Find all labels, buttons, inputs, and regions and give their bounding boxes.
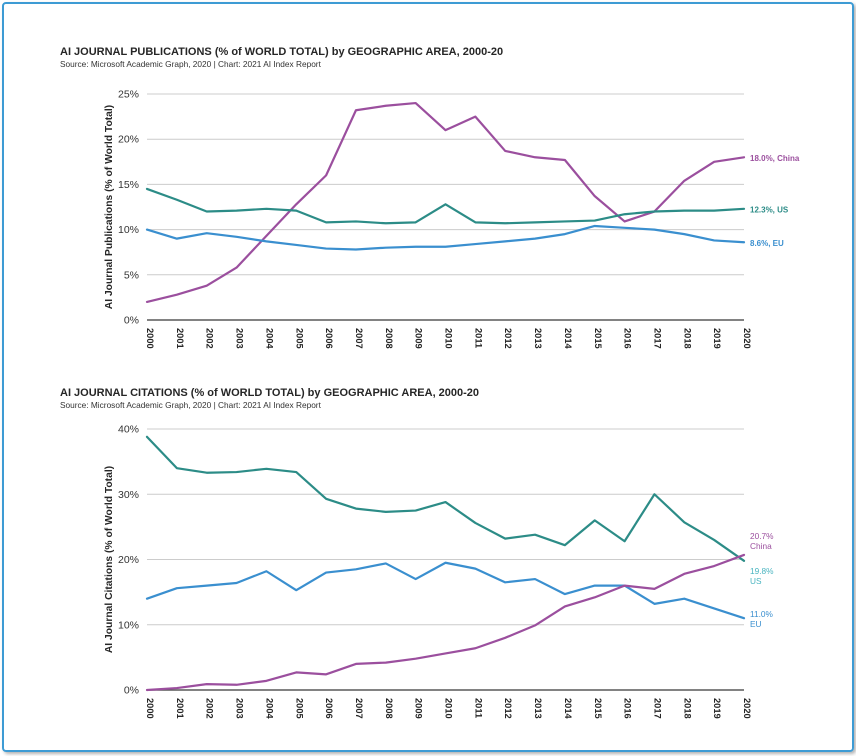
svg-text:2007: 2007 xyxy=(354,698,364,719)
svg-text:Source: Microsoft Academic Gra: Source: Microsoft Academic Graph, 2020 |… xyxy=(60,59,322,69)
svg-text:2011: 2011 xyxy=(473,698,483,718)
svg-text:2006: 2006 xyxy=(324,698,334,719)
svg-text:2013: 2013 xyxy=(533,328,543,349)
svg-text:2005: 2005 xyxy=(294,698,304,719)
svg-text:2007: 2007 xyxy=(354,328,364,349)
svg-text:5%: 5% xyxy=(124,269,139,281)
svg-text:2009: 2009 xyxy=(414,328,424,349)
svg-text:2018: 2018 xyxy=(682,328,692,349)
svg-text:20.7%: 20.7% xyxy=(750,531,774,541)
svg-text:2015: 2015 xyxy=(593,328,603,349)
svg-text:2014: 2014 xyxy=(563,698,573,720)
svg-text:AI Journal Publications (% of: AI Journal Publications (% of World Tota… xyxy=(104,105,115,309)
svg-text:0%: 0% xyxy=(124,315,139,327)
svg-text:EU: EU xyxy=(750,619,762,629)
svg-text:China: China xyxy=(750,541,772,551)
svg-text:2020: 2020 xyxy=(742,698,752,719)
svg-text:11.0%: 11.0% xyxy=(750,609,774,619)
svg-text:2005: 2005 xyxy=(294,328,304,349)
svg-text:2002: 2002 xyxy=(205,328,215,349)
svg-text:2014: 2014 xyxy=(563,328,573,350)
svg-text:AI Journal Citations (% of Wor: AI Journal Citations (% of World Total) xyxy=(104,466,115,653)
svg-text:2011: 2011 xyxy=(473,328,483,348)
svg-text:2012: 2012 xyxy=(503,698,513,719)
svg-text:40%: 40% xyxy=(118,424,139,436)
svg-text:2009: 2009 xyxy=(414,698,424,719)
svg-text:20%: 20% xyxy=(118,134,139,146)
svg-text:18.0%, China: 18.0%, China xyxy=(750,154,800,163)
svg-text:0%: 0% xyxy=(124,685,139,697)
svg-text:15%: 15% xyxy=(118,179,139,191)
svg-text:2017: 2017 xyxy=(652,698,662,719)
svg-text:2016: 2016 xyxy=(623,328,633,349)
svg-text:US: US xyxy=(750,576,762,586)
svg-text:8.6%, EU: 8.6%, EU xyxy=(750,239,784,248)
svg-text:AI JOURNAL CITATIONS (% of WOR: AI JOURNAL CITATIONS (% of WORLD TOTAL) … xyxy=(60,387,479,399)
svg-text:2004: 2004 xyxy=(264,698,274,720)
svg-text:2008: 2008 xyxy=(384,328,394,349)
svg-text:2001: 2001 xyxy=(175,698,185,719)
svg-text:2003: 2003 xyxy=(235,698,245,719)
svg-text:19.8%: 19.8% xyxy=(750,566,774,576)
svg-text:2000: 2000 xyxy=(145,328,155,349)
svg-text:2017: 2017 xyxy=(652,328,662,349)
svg-text:2003: 2003 xyxy=(235,328,245,349)
svg-text:2013: 2013 xyxy=(533,698,543,719)
svg-text:2018: 2018 xyxy=(682,698,692,719)
svg-text:2010: 2010 xyxy=(444,328,454,349)
svg-text:10%: 10% xyxy=(118,224,139,236)
svg-text:20%: 20% xyxy=(118,554,139,566)
svg-text:25%: 25% xyxy=(118,89,139,101)
svg-text:10%: 10% xyxy=(118,619,139,631)
svg-text:2010: 2010 xyxy=(444,698,454,719)
svg-text:30%: 30% xyxy=(118,489,139,501)
svg-text:2016: 2016 xyxy=(623,698,633,719)
svg-text:2001: 2001 xyxy=(175,328,185,349)
svg-text:2002: 2002 xyxy=(205,698,215,719)
svg-text:Source: Microsoft Academic Gra: Source: Microsoft Academic Graph, 2020 |… xyxy=(60,400,322,410)
svg-text:2019: 2019 xyxy=(712,698,722,719)
svg-text:2008: 2008 xyxy=(384,698,394,719)
svg-text:12.3%, US: 12.3%, US xyxy=(750,205,789,214)
svg-text:2015: 2015 xyxy=(593,698,603,719)
svg-text:2006: 2006 xyxy=(324,328,334,349)
svg-text:2019: 2019 xyxy=(712,328,722,349)
svg-text:2012: 2012 xyxy=(503,328,513,349)
svg-text:2000: 2000 xyxy=(145,698,155,719)
svg-text:2020: 2020 xyxy=(742,328,752,349)
svg-text:AI JOURNAL PUBLICATIONS (% of: AI JOURNAL PUBLICATIONS (% of WORLD TOTA… xyxy=(60,46,503,58)
svg-text:2004: 2004 xyxy=(264,328,274,350)
